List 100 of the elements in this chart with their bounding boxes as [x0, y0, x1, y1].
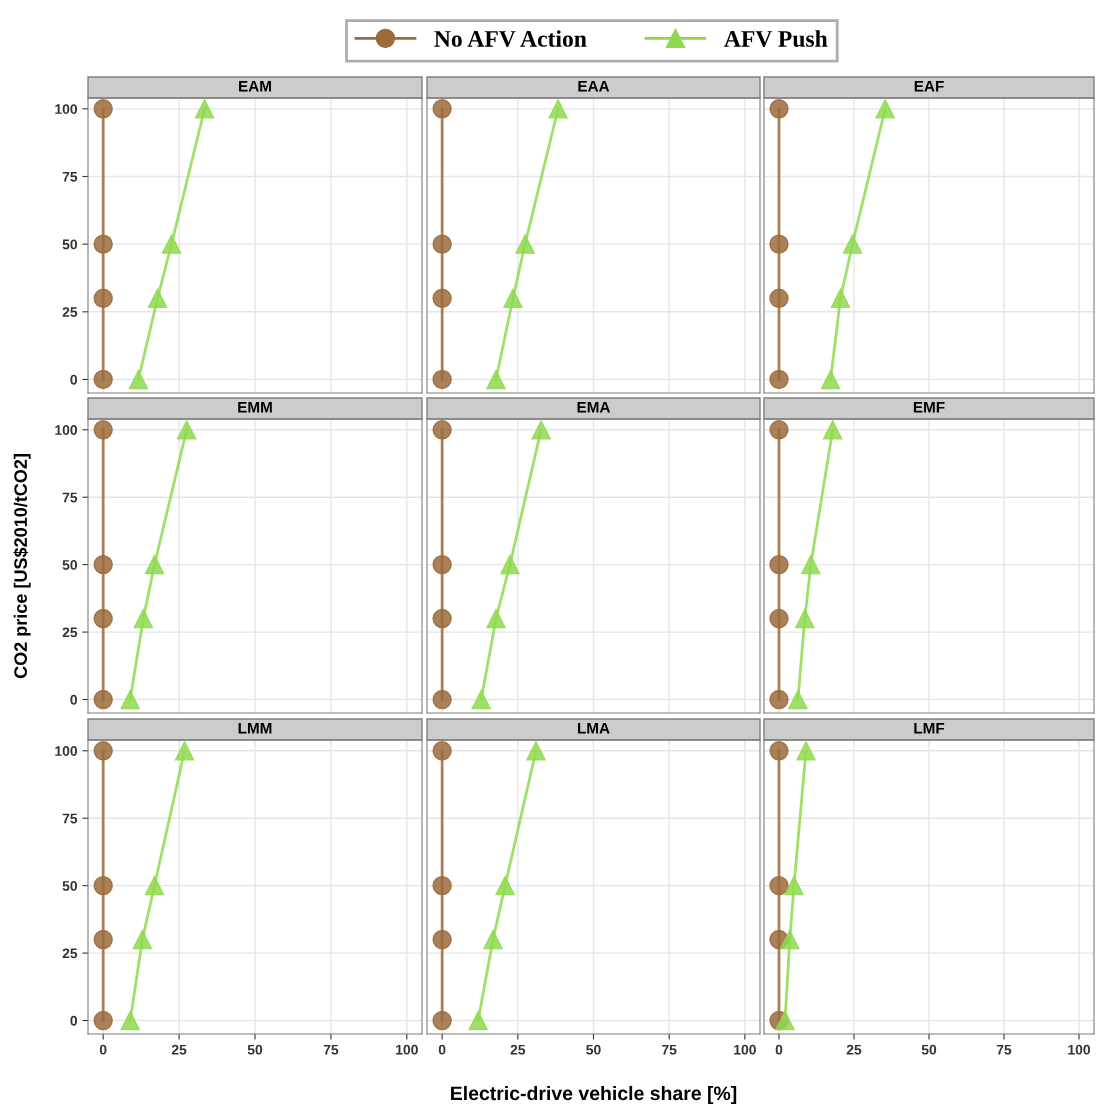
- point: [128, 369, 149, 390]
- point: [93, 741, 113, 761]
- point: [174, 741, 195, 761]
- point: [432, 420, 452, 440]
- point: [780, 929, 800, 950]
- point: [144, 554, 165, 575]
- point: [432, 288, 452, 308]
- point: [775, 1010, 795, 1031]
- chart-title: EAF: [914, 80, 944, 92]
- point: [93, 554, 113, 575]
- x-tick-label: 50: [921, 1044, 937, 1055]
- x-tick-label: 50: [586, 1044, 601, 1055]
- x-tick-label: 100: [1068, 1044, 1091, 1055]
- point: [468, 1010, 488, 1031]
- point: [176, 420, 197, 440]
- point: [432, 369, 452, 390]
- y-tick-label: 0: [70, 694, 78, 705]
- point: [93, 369, 113, 390]
- x-tick-label: 75: [662, 1044, 677, 1055]
- point: [796, 741, 816, 761]
- point: [769, 99, 789, 119]
- legend-label: AFV Push: [724, 30, 828, 47]
- point: [93, 929, 113, 950]
- y-tick-label: 25: [62, 627, 78, 638]
- chart-title: EMA: [577, 401, 611, 413]
- y-tick-label: 50: [62, 559, 78, 570]
- point: [147, 288, 168, 308]
- x-tick-label: 0: [99, 1044, 107, 1055]
- chart-title: EAM: [239, 80, 271, 92]
- point: [769, 554, 789, 575]
- point: [93, 288, 113, 308]
- legend-label: No AFV Action: [434, 30, 587, 47]
- y-tick-label: 0: [70, 1015, 78, 1026]
- y-axis-title: CO2 price [US$2010/tCO2]: [13, 454, 31, 679]
- point: [769, 875, 789, 896]
- point: [788, 689, 808, 710]
- point: [120, 1010, 140, 1031]
- point: [432, 99, 452, 119]
- x-axis-title: Electric-drive vehicle share [%]: [451, 1085, 737, 1105]
- y-tick-label: 50: [62, 880, 78, 891]
- point: [432, 1010, 452, 1031]
- x-tick-label: 75: [996, 1044, 1012, 1055]
- point: [93, 234, 113, 254]
- chart-title: LMM: [238, 722, 272, 734]
- y-tick-label: 0: [70, 374, 78, 385]
- x-tick-label: 25: [846, 1044, 862, 1055]
- point: [161, 234, 182, 254]
- point: [769, 288, 789, 308]
- x-tick-label: 0: [775, 1044, 783, 1055]
- x-tick-label: 0: [438, 1044, 446, 1055]
- point: [801, 554, 821, 575]
- point: [432, 554, 452, 575]
- point: [144, 875, 165, 896]
- y-tick-label: 75: [62, 492, 78, 503]
- chart-title: EMF: [913, 401, 945, 413]
- x-tick-label: 100: [396, 1044, 418, 1055]
- point: [875, 99, 895, 119]
- point: [784, 875, 804, 896]
- point: [769, 234, 789, 254]
- point: [432, 875, 452, 896]
- point: [93, 99, 113, 119]
- point: [503, 288, 523, 308]
- x-tick-label: 25: [510, 1044, 526, 1055]
- y-tick-label: 25: [62, 307, 78, 317]
- point: [432, 741, 452, 761]
- x-tick-label: 25: [171, 1044, 187, 1055]
- point: [769, 689, 789, 710]
- point: [432, 608, 452, 629]
- y-tick-label: 75: [62, 813, 78, 824]
- point: [486, 608, 506, 629]
- chart-title: LMF: [914, 722, 945, 734]
- point: [769, 741, 789, 761]
- x-tick-label: 100: [734, 1044, 756, 1055]
- point: [486, 369, 506, 390]
- point: [120, 689, 140, 710]
- y-tick-label: 100: [55, 104, 78, 114]
- point: [830, 288, 851, 308]
- point: [769, 369, 789, 390]
- x-tick-label: 50: [247, 1044, 263, 1055]
- point: [132, 929, 153, 950]
- y-tick-label: 100: [55, 746, 78, 756]
- y-tick-label: 25: [62, 948, 78, 959]
- point: [432, 689, 452, 710]
- point: [515, 234, 535, 254]
- point: [93, 1010, 113, 1031]
- chart-title: LMA: [577, 722, 610, 734]
- point: [822, 420, 843, 440]
- point: [526, 741, 546, 761]
- point: [842, 234, 863, 254]
- point: [194, 99, 215, 119]
- point: [471, 689, 491, 710]
- y-tick-label: 75: [62, 171, 78, 182]
- point: [548, 99, 568, 119]
- x-tick-label: 75: [323, 1044, 339, 1055]
- point: [93, 608, 113, 629]
- point: [769, 608, 789, 629]
- y-tick-label: 50: [62, 239, 78, 250]
- point: [495, 875, 515, 896]
- point: [93, 875, 113, 896]
- point: [483, 929, 503, 950]
